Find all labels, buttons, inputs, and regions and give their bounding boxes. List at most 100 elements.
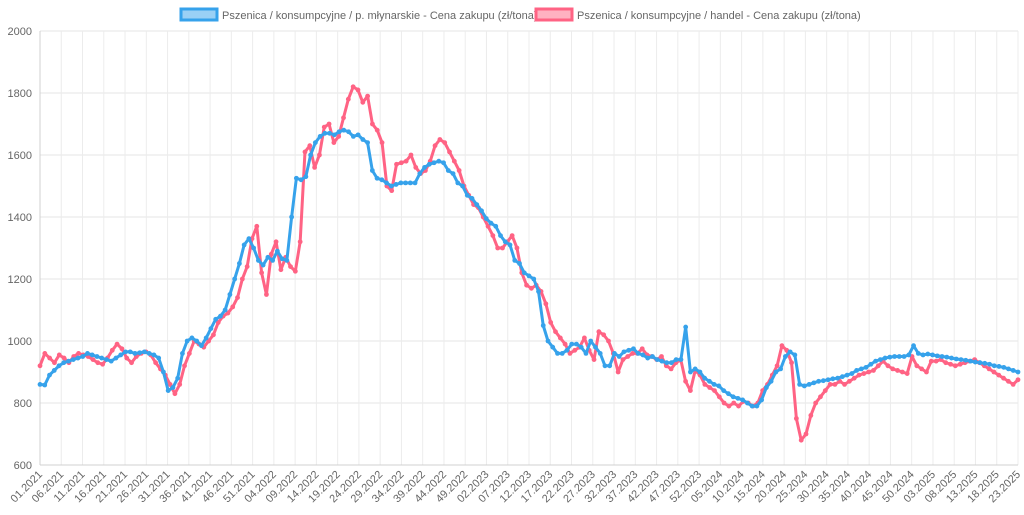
data-point[interactable] xyxy=(774,363,780,369)
data-point[interactable] xyxy=(270,258,276,263)
data-point[interactable] xyxy=(721,400,727,406)
data-point[interactable] xyxy=(292,268,298,274)
data-point[interactable] xyxy=(189,335,195,341)
data-point[interactable] xyxy=(806,382,812,387)
data-point[interactable] xyxy=(137,350,143,356)
data-point[interactable] xyxy=(540,323,546,328)
data-point[interactable] xyxy=(75,355,81,361)
data-point[interactable] xyxy=(787,349,793,355)
data-point[interactable] xyxy=(996,372,1002,378)
data-point[interactable] xyxy=(1006,366,1011,372)
data-point[interactable] xyxy=(744,400,750,406)
data-point[interactable] xyxy=(389,188,395,194)
data-point[interactable] xyxy=(322,130,328,136)
data-point[interactable] xyxy=(877,357,883,362)
data-point[interactable] xyxy=(426,161,432,167)
data-point[interactable] xyxy=(507,242,513,248)
data-point[interactable] xyxy=(811,380,817,386)
data-point[interactable] xyxy=(659,354,664,359)
data-point[interactable] xyxy=(574,341,579,347)
data-point[interactable] xyxy=(721,388,727,393)
data-point[interactable] xyxy=(264,292,269,297)
data-point[interactable] xyxy=(550,344,556,350)
data-point[interactable] xyxy=(417,171,423,177)
data-point[interactable] xyxy=(161,369,166,375)
data-point[interactable] xyxy=(842,382,847,387)
data-point[interactable] xyxy=(317,152,322,158)
data-point[interactable] xyxy=(914,363,920,369)
data-point[interactable] xyxy=(447,149,452,155)
data-point[interactable] xyxy=(548,320,554,325)
data-point[interactable] xyxy=(70,357,76,362)
data-point[interactable] xyxy=(51,368,57,373)
data-point[interactable] xyxy=(529,285,534,291)
data-point[interactable] xyxy=(555,351,560,356)
data-point[interactable] xyxy=(596,329,602,335)
data-point[interactable] xyxy=(235,295,240,300)
data-point[interactable] xyxy=(432,143,438,149)
data-point[interactable] xyxy=(572,347,578,353)
data-point[interactable] xyxy=(952,363,958,369)
data-point[interactable] xyxy=(153,360,159,366)
data-point[interactable] xyxy=(849,371,855,376)
data-point[interactable] xyxy=(588,338,594,344)
data-point[interactable] xyxy=(943,360,949,366)
data-point[interactable] xyxy=(1010,368,1016,373)
data-point[interactable] xyxy=(412,180,418,186)
data-point[interactable] xyxy=(949,355,954,361)
data-point[interactable] xyxy=(167,382,173,387)
data-point[interactable] xyxy=(645,355,651,361)
data-point[interactable] xyxy=(716,383,722,389)
data-point[interactable] xyxy=(887,354,893,360)
data-point[interactable] xyxy=(498,233,503,239)
data-point[interactable] xyxy=(668,366,674,372)
data-point[interactable] xyxy=(355,132,361,138)
data-point[interactable] xyxy=(441,160,446,166)
data-point[interactable] xyxy=(230,304,236,310)
data-point[interactable] xyxy=(279,256,285,262)
data-point[interactable] xyxy=(89,352,95,358)
data-point[interactable] xyxy=(835,375,840,381)
data-point[interactable] xyxy=(793,416,799,421)
data-point[interactable] xyxy=(562,341,568,347)
data-point[interactable] xyxy=(578,344,584,350)
data-point[interactable] xyxy=(625,354,631,359)
data-point[interactable] xyxy=(524,282,529,288)
data-point[interactable] xyxy=(42,351,48,356)
data-point[interactable] xyxy=(866,369,872,375)
data-point[interactable] xyxy=(702,382,708,387)
data-point[interactable] xyxy=(66,358,71,364)
data-point[interactable] xyxy=(398,180,404,186)
data-point[interactable] xyxy=(369,168,375,173)
data-point[interactable] xyxy=(37,382,43,387)
data-point[interactable] xyxy=(763,385,769,390)
data-point[interactable] xyxy=(673,357,679,362)
data-point[interactable] xyxy=(317,134,323,139)
data-point[interactable] xyxy=(1001,375,1006,381)
data-point[interactable] xyxy=(822,388,828,393)
data-point[interactable] xyxy=(602,363,608,369)
data-point[interactable] xyxy=(445,168,451,173)
data-point[interactable] xyxy=(479,208,484,214)
data-point[interactable] xyxy=(861,371,867,376)
data-point[interactable] xyxy=(630,351,635,356)
data-point[interactable] xyxy=(422,165,427,170)
data-point[interactable] xyxy=(321,124,327,130)
data-point[interactable] xyxy=(384,180,389,186)
data-point[interactable] xyxy=(664,360,670,366)
data-point[interactable] xyxy=(186,351,192,356)
data-point[interactable] xyxy=(456,168,462,173)
data-point[interactable] xyxy=(635,351,641,356)
data-point[interactable] xyxy=(485,223,491,229)
data-point[interactable] xyxy=(536,289,541,294)
data-point[interactable] xyxy=(991,363,997,369)
data-point[interactable] xyxy=(182,363,187,369)
data-point[interactable] xyxy=(469,196,475,201)
data-point[interactable] xyxy=(688,369,693,375)
data-point[interactable] xyxy=(251,245,257,251)
data-point[interactable] xyxy=(559,351,565,356)
data-point[interactable] xyxy=(782,354,788,359)
data-point[interactable] xyxy=(172,391,178,397)
data-point[interactable] xyxy=(118,352,124,358)
data-point[interactable] xyxy=(924,369,929,375)
